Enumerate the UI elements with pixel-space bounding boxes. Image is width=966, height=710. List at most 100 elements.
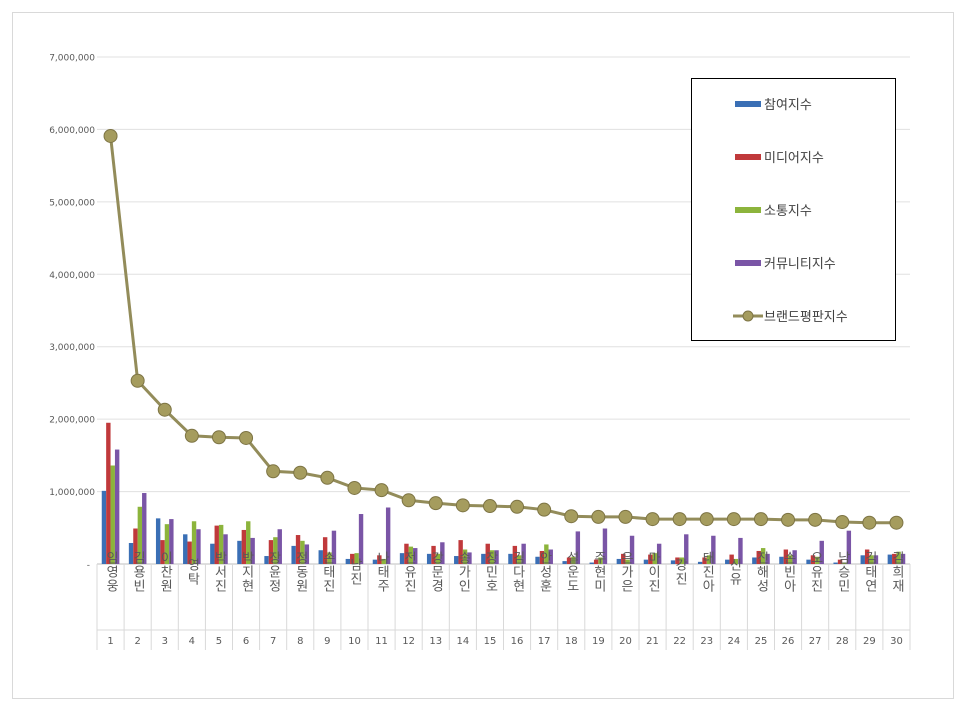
bar-0-9 — [345, 558, 351, 564]
brand-index-point-15 — [510, 499, 525, 514]
bar-3-15 — [521, 543, 526, 564]
category-label: 김희재 — [889, 551, 904, 593]
legend-swatch-0 — [735, 101, 761, 107]
brand-index-point-18 — [591, 509, 606, 524]
bar-3-2 — [169, 519, 174, 564]
bar-2-9 — [354, 553, 359, 564]
brand-index-point-5 — [239, 430, 254, 445]
rank-label: 26 — [782, 636, 795, 647]
bar-0-10 — [372, 559, 378, 564]
bar-2-10 — [381, 558, 386, 564]
bar-1-2 — [160, 540, 165, 564]
bar-2-11 — [408, 546, 414, 564]
legend-label: 커뮤니티지수 — [764, 257, 836, 272]
brand-index-point-11 — [401, 493, 416, 508]
category-label: 송가인 — [455, 551, 470, 593]
category-label: 강문경 — [428, 551, 443, 593]
legend-label: 참여지수 — [764, 98, 812, 113]
category-label: 강진 — [672, 558, 687, 586]
bar-2-13 — [462, 549, 468, 564]
category-label: 박지현 — [239, 551, 254, 593]
bar-2-14 — [489, 550, 495, 564]
bar-3-4 — [223, 534, 228, 564]
rank-label: 15 — [484, 636, 497, 647]
brand-index-point-29 — [889, 515, 904, 530]
bar-0-14 — [481, 553, 486, 564]
bar-1-26 — [810, 555, 816, 564]
category-label: 주현미 — [591, 551, 606, 593]
rank-label: 14 — [456, 636, 469, 647]
y-tick-label: 3,000,000 — [49, 343, 95, 353]
legend-swatch-2 — [735, 207, 761, 213]
bar-1-13 — [458, 540, 463, 564]
category-label: 진해성 — [753, 551, 768, 593]
bar-1-15 — [512, 545, 518, 564]
brand-index-point-14 — [482, 499, 497, 514]
rank-label: 19 — [592, 636, 605, 647]
bar-0-22 — [697, 561, 703, 564]
bar-0-18 — [589, 562, 594, 564]
rank-label: 5 — [216, 636, 222, 647]
rank-label: 17 — [538, 636, 551, 647]
bar-2-23 — [733, 558, 739, 564]
bar-3-5 — [250, 537, 255, 564]
bar-0-24 — [752, 557, 757, 564]
category-label: 신유 — [726, 558, 741, 586]
bar-1-5 — [241, 529, 247, 564]
bar-1-27 — [837, 559, 843, 564]
bar-2-29 — [896, 551, 901, 564]
bar-1-21 — [675, 557, 680, 564]
brand-index-point-17 — [564, 509, 579, 524]
bar-1-28 — [864, 549, 870, 564]
bar-3-26 — [819, 540, 824, 564]
bar-3-24 — [765, 553, 770, 564]
brand-index-point-19 — [618, 509, 633, 524]
bar-0-15 — [508, 553, 513, 564]
legend-swatch-marker — [742, 310, 754, 322]
bar-1-16 — [539, 550, 545, 564]
bar-2-21 — [679, 557, 685, 564]
bar-1-17 — [566, 557, 572, 564]
brand-index-point-7 — [293, 465, 308, 480]
bar-0-21 — [670, 560, 676, 564]
bar-2-26 — [815, 556, 820, 564]
brand-index-point-16 — [537, 502, 552, 517]
bar-1-11 — [404, 543, 409, 564]
bar-3-0 — [114, 449, 120, 564]
category-label: 박서진 — [211, 551, 226, 593]
rank-label: 2 — [134, 636, 140, 647]
category-label: 전유진 — [401, 551, 416, 593]
rank-label: 6 — [243, 636, 249, 647]
bar-2-24 — [760, 548, 766, 564]
bar-1-14 — [485, 543, 490, 564]
bar-2-25 — [788, 555, 793, 564]
y-tick-label: 1,000,000 — [49, 488, 95, 498]
brand-index-point-13 — [455, 498, 470, 513]
bar-0-16 — [535, 556, 540, 564]
rank-label: 25 — [755, 636, 768, 647]
bar-3-22 — [711, 535, 716, 564]
brand-index-point-2 — [157, 402, 172, 417]
rank-label: 24 — [727, 636, 740, 647]
bar-2-28 — [869, 555, 874, 564]
bar-2-3 — [191, 521, 197, 564]
bar-3-20 — [656, 543, 662, 564]
category-label: 김다현 — [510, 551, 525, 593]
bar-0-27 — [833, 562, 838, 564]
bar-2-7 — [300, 540, 305, 564]
y-tick-label: 2,000,000 — [49, 416, 95, 426]
brand-index-point-9 — [347, 480, 362, 495]
bar-0-5 — [237, 540, 242, 564]
rank-label: 29 — [863, 636, 876, 647]
y-tick-label: 4,000,000 — [49, 271, 95, 281]
brand-index-point-0 — [103, 128, 118, 143]
bar-2-4 — [218, 524, 224, 564]
bar-1-0 — [106, 422, 111, 564]
category-label: 임영웅 — [103, 551, 118, 593]
brand-index-point-8 — [320, 470, 335, 485]
bar-3-28 — [873, 555, 879, 564]
bar-1-4 — [214, 525, 219, 564]
bar-3-11 — [413, 548, 418, 564]
bar-1-18 — [593, 559, 599, 564]
